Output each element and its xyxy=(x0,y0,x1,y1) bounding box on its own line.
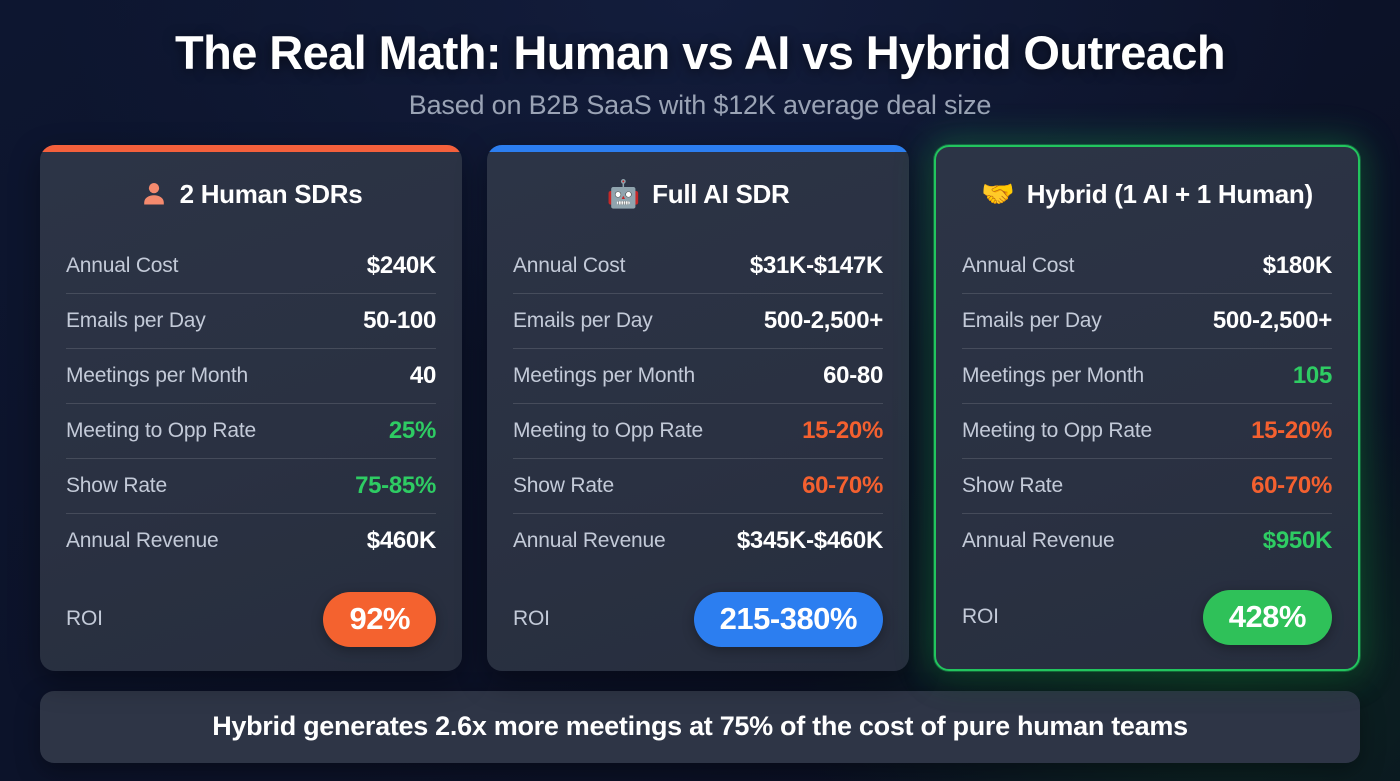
metric-value: 500-2,500+ xyxy=(1212,307,1332,335)
metric-label: Show Rate xyxy=(66,474,167,498)
metric-row: Emails per Day 500-2,500+ xyxy=(962,294,1332,350)
metric-label: Show Rate xyxy=(513,474,614,498)
comparison-card: 🤖 Full AI SDR Annual Cost $31K-$147K Emails … xyxy=(487,145,909,671)
robot-icon: 🤖 xyxy=(606,178,641,209)
card-title: Hybrid (1 AI + 1 Human) xyxy=(1026,178,1313,209)
metric-label: Emails per Day xyxy=(962,309,1102,333)
metric-row: Emails per Day 50-100 xyxy=(66,294,436,350)
metric-rows: Annual Cost $240K Emails per Day 50-100 Meet… xyxy=(66,239,436,570)
metric-value: 60-70% xyxy=(1251,472,1332,500)
metric-row: Emails per Day 500-2,500+ xyxy=(513,294,883,350)
header: The Real Math: Human vs AI vs Hybrid Out… xyxy=(0,0,1400,121)
metric-row: Annual Cost $180K xyxy=(962,239,1333,295)
handshake-icon: 🤝 xyxy=(981,178,1015,209)
metric-value: 40 xyxy=(409,362,436,390)
metric-row: Show Rate 75-85% xyxy=(66,459,436,515)
roi-label: ROI xyxy=(962,605,999,629)
metric-row: Annual Revenue $345K-$460K xyxy=(513,514,883,568)
card-title: Full AI SDR xyxy=(652,178,790,209)
metric-row: Show Rate 60-70% xyxy=(962,459,1332,515)
metric-label: Annual Cost xyxy=(962,254,1075,278)
comparison-card: 🤝 Hybrid (1 AI + 1 Human) Annual Cost $180K… xyxy=(934,145,1360,671)
metric-row: Meetings per Month 60-80 xyxy=(513,349,883,405)
card-header: 🤝 Hybrid (1 AI + 1 Human) xyxy=(962,173,1332,215)
metric-row: Annual Cost $240K xyxy=(66,239,437,295)
roi-badge: 428% xyxy=(1202,590,1332,645)
comparison-card: 2 Human SDRs Annual Cost $240K Emails per D… xyxy=(40,145,462,671)
metric-value: $460K xyxy=(366,527,437,555)
page-title: The Real Math: Human vs AI vs Hybrid Out… xyxy=(175,26,1226,79)
roi-row: ROI 92% xyxy=(66,586,436,647)
metric-label: Annual Revenue xyxy=(513,529,666,553)
roi-badge: 215-380% xyxy=(693,592,883,647)
card-header: 🤖 Full AI SDR xyxy=(513,173,883,215)
metric-row: Meeting to Opp Rate 25% xyxy=(66,404,436,460)
metric-row: Meeting to Opp Rate 15-20% xyxy=(513,404,883,460)
metric-row: Annual Revenue $950K xyxy=(962,514,1332,568)
card-accent-bar xyxy=(487,145,909,153)
footer-banner: Hybrid generates 2.6x more meetings at 7… xyxy=(40,690,1360,763)
metric-rows: Annual Cost $180K Emails per Day 500-2,500+… xyxy=(962,239,1332,568)
metric-value: 50-100 xyxy=(363,307,436,335)
comparison-cards: 2 Human SDRs Annual Cost $240K Emails per D… xyxy=(0,121,1400,671)
metric-row: Annual Revenue $460K xyxy=(66,514,436,568)
metric-label: Meeting to Opp Rate xyxy=(66,419,256,443)
roi-label: ROI xyxy=(66,607,103,631)
metric-label: Annual Revenue xyxy=(66,529,219,553)
metric-value: 25% xyxy=(388,417,436,445)
metric-label: Annual Cost xyxy=(66,254,179,278)
metric-row: Meeting to Opp Rate 15-20% xyxy=(962,404,1332,460)
metric-value: 60-70% xyxy=(802,472,883,500)
card-accent-bar xyxy=(40,145,462,153)
roi-badge: 92% xyxy=(323,592,436,647)
metric-value: 60-80 xyxy=(823,362,883,390)
roi-label: ROI xyxy=(513,607,550,631)
metric-label: Meetings per Month xyxy=(513,364,695,388)
roi-row: ROI 215-380% xyxy=(513,586,883,647)
metric-row: Show Rate 60-70% xyxy=(513,459,883,515)
page-subtitle: Based on B2B SaaS with $12K average deal… xyxy=(408,90,992,121)
metric-value: $950K xyxy=(1262,527,1333,555)
card-title: 2 Human SDRs xyxy=(179,178,363,209)
metric-value: 75-85% xyxy=(355,472,436,500)
metric-label: Meeting to Opp Rate xyxy=(513,419,703,443)
metric-label: Show Rate xyxy=(962,474,1063,498)
metric-label: Meeting to Opp Rate xyxy=(962,419,1152,443)
metric-label: Annual Revenue xyxy=(962,529,1115,553)
metric-value: $345K-$460K xyxy=(736,527,883,555)
footer-text: Hybrid generates 2.6x more meetings at 7… xyxy=(212,711,1188,742)
roi-row: ROI 428% xyxy=(962,584,1332,645)
metric-label: Meetings per Month xyxy=(66,364,248,388)
card-header: 2 Human SDRs xyxy=(66,173,436,215)
metric-value: $180K xyxy=(1262,252,1333,280)
metric-value: $31K-$147K xyxy=(749,252,883,280)
metric-row: Annual Cost $31K-$147K xyxy=(513,239,883,295)
metric-row: Meetings per Month 40 xyxy=(66,349,436,405)
metric-value: 15-20% xyxy=(802,417,883,445)
metric-label: Emails per Day xyxy=(66,309,206,333)
metric-value: 105 xyxy=(1292,362,1332,390)
metric-label: Annual Cost xyxy=(513,254,626,278)
metric-row: Meetings per Month 105 xyxy=(962,349,1332,405)
metric-value: 500-2,500+ xyxy=(763,307,883,335)
metric-rows: Annual Cost $31K-$147K Emails per Day 500-2… xyxy=(513,239,883,570)
person-icon xyxy=(140,180,168,208)
metric-label: Meetings per Month xyxy=(962,364,1144,388)
metric-label: Emails per Day xyxy=(513,309,653,333)
metric-value: $240K xyxy=(366,252,437,280)
metric-value: 15-20% xyxy=(1251,417,1332,445)
